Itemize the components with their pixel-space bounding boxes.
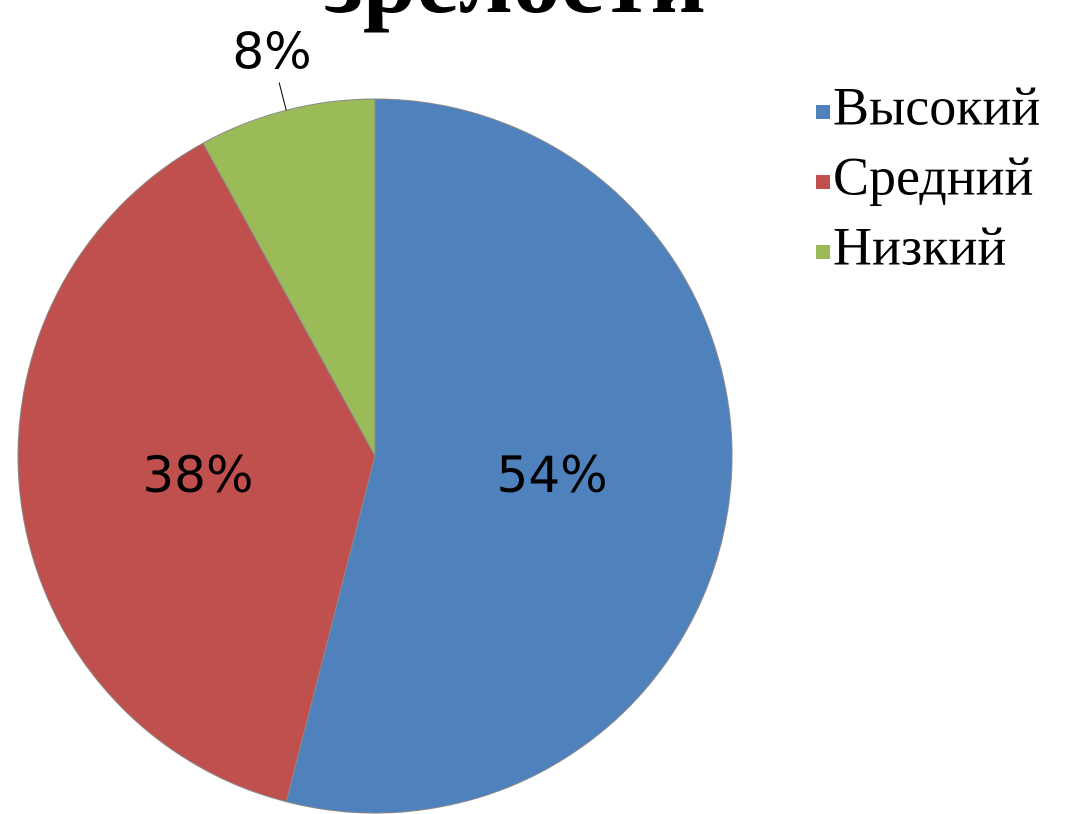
legend-label: Высокий [833, 76, 1040, 136]
chart-title: зрелости [324, 0, 706, 33]
legend-label: Низкий [833, 216, 1006, 276]
data-label: 54% [497, 446, 608, 504]
chart: зрелости 54% 38% 8% Высокий Средний Низкий [0, 0, 1086, 814]
legend-swatch [816, 175, 830, 189]
legend-swatch [816, 245, 830, 259]
legend-swatch [816, 105, 830, 119]
data-label: 8% [232, 22, 311, 80]
leader-line [279, 83, 286, 111]
legend-label: Средний [833, 146, 1033, 206]
page: зрелости 54%38%8%ВысокийСреднийНизкий ((… [0, 0, 1086, 814]
data-label: 38% [142, 446, 253, 504]
